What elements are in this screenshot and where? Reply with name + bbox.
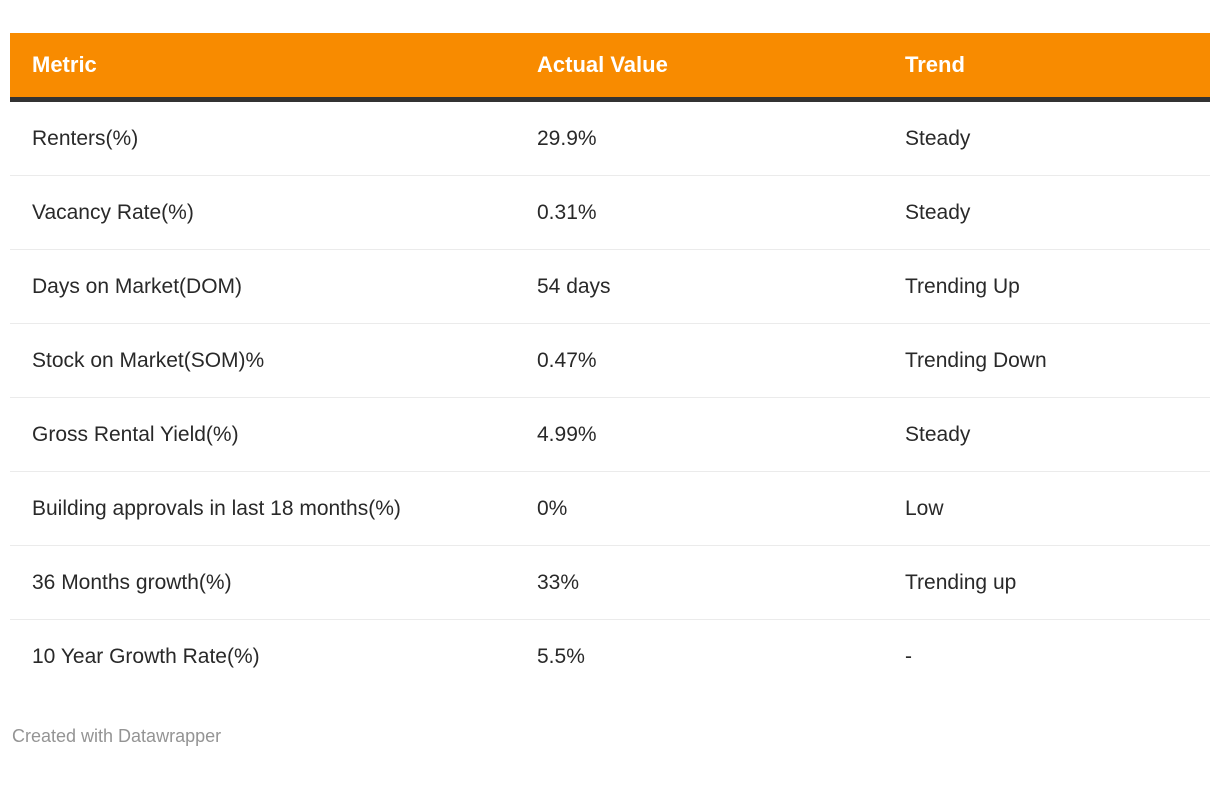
value-cell: 33% [515, 545, 883, 620]
value-cell: 5.5% [515, 619, 883, 693]
trend-cell: Low [883, 471, 1210, 546]
metric-cell: Days on Market(DOM) [10, 249, 515, 324]
trend-cell: Trending Up [883, 249, 1210, 324]
table-row: Days on Market(DOM) 54 days Trending Up [10, 249, 1210, 324]
value-cell: 0.31% [515, 175, 883, 250]
table-body: Renters(%) 29.9% Steady Vacancy Rate(%) … [10, 100, 1210, 693]
metric-cell: Stock on Market(SOM)% [10, 323, 515, 398]
value-cell: 4.99% [515, 397, 883, 472]
table-row: Vacancy Rate(%) 0.31% Steady [10, 175, 1210, 250]
value-cell: 29.9% [537, 127, 597, 150]
value-cell: 54 days [515, 249, 883, 324]
table-row: 36 Months growth(%) 33% Trending up [10, 545, 1210, 620]
value-cell: 0.47% [515, 323, 883, 398]
trend-cell: Trending up [883, 545, 1210, 620]
table-row: Stock on Market(SOM)% 0.47% Trending Dow… [10, 323, 1210, 398]
metric-cell: Vacancy Rate(%) [10, 175, 515, 250]
metrics-table: Metric Actual Value Trend Renters(%) 29.… [10, 33, 1210, 693]
header-row: Metric Actual Value Trend [10, 33, 1210, 102]
table-row: Renters(%) 29.9% Steady [10, 100, 1210, 176]
table-row: Building approvals in last 18 months(%) … [10, 471, 1210, 546]
column-header-actual-value: Actual Value [515, 33, 883, 102]
metrics-table-container: Metric Actual Value Trend Renters(%) 29.… [10, 33, 1210, 693]
trend-cell: Steady [905, 127, 971, 150]
metric-cell: Building approvals in last 18 months(%) [10, 471, 515, 546]
metric-cell: Renters(%) [32, 127, 139, 150]
table-row: Gross Rental Yield(%) 4.99% Steady [10, 397, 1210, 472]
trend-cell: Trending Down [883, 323, 1210, 398]
column-header-metric: Metric [10, 33, 515, 102]
value-cell: 0% [515, 471, 883, 546]
table-row: 10 Year Growth Rate(%) 5.5% - [10, 619, 1210, 693]
metric-cell: Gross Rental Yield(%) [10, 397, 515, 472]
trend-cell: Steady [883, 397, 1210, 472]
column-header-trend: Trend [883, 33, 1210, 102]
metric-cell: 36 Months growth(%) [10, 545, 515, 620]
trend-cell: Steady [883, 175, 1210, 250]
metric-cell: 10 Year Growth Rate(%) [10, 619, 515, 693]
trend-cell: - [883, 619, 1210, 693]
datawrapper-attribution[interactable]: Created with Datawrapper [12, 726, 222, 746]
